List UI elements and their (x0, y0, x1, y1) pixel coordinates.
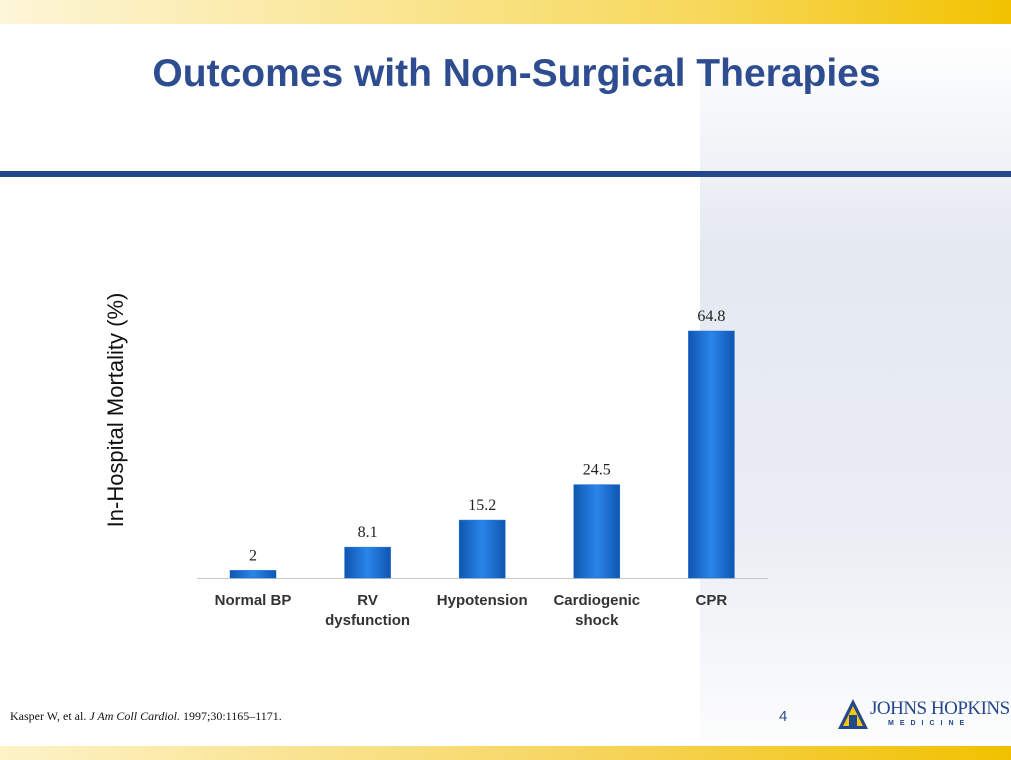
citation-authors: Kasper W, et al. (10, 709, 87, 723)
data-label: 24.5 (583, 462, 611, 479)
data-label: 8.1 (358, 524, 378, 541)
bar (229, 570, 277, 579)
logo-shield (838, 699, 868, 729)
logo-name: JOHNS HOPKINS (870, 698, 1010, 719)
x-tick-label: CPR (695, 592, 728, 609)
data-label: 64.8 (697, 308, 725, 325)
bar (344, 546, 391, 579)
title-rule (0, 171, 1011, 177)
x-tick-label: Hypotension (436, 592, 528, 609)
top-stripe (0, 0, 1011, 24)
citation-journal: J Am Coll Cardiol. (89, 709, 180, 723)
x-tick-label: Cardiogenic shock (553, 592, 641, 629)
bar (458, 519, 506, 579)
bar (688, 330, 735, 579)
bar (573, 484, 621, 579)
logo: JOHNS HOPKINS MEDICINE (836, 697, 1010, 733)
citation-details: 1997;30:1165–1171. (183, 709, 282, 723)
page-number: 4 (779, 708, 788, 725)
background-building (700, 40, 1011, 740)
y-axis-label: In-Hospital Mortality (%) (103, 292, 128, 528)
data-label: 2 (249, 547, 257, 564)
data-label: 15.2 (468, 497, 496, 514)
x-tick-label: RV dysfunction (325, 592, 411, 629)
citation: Kasper W, et al. J Am Coll Cardiol. 1997… (10, 709, 282, 724)
bottom-stripe (0, 746, 1011, 760)
x-tick-label: Normal BP (214, 592, 292, 609)
logo-sub: MEDICINE (888, 720, 971, 727)
slide-title: Outcomes with Non-Surgical Therapies (152, 52, 881, 95)
